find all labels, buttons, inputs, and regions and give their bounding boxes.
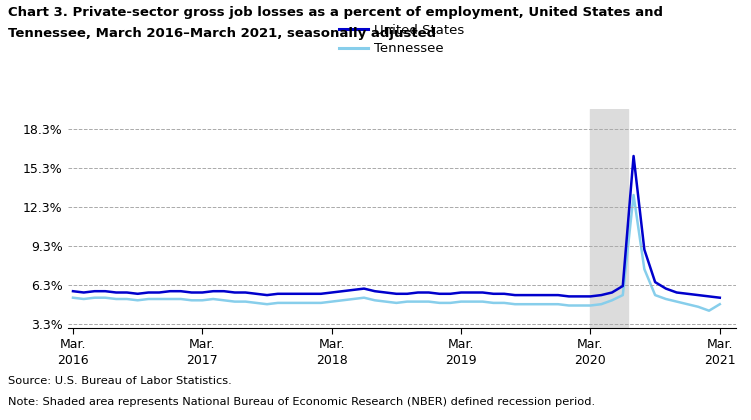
Legend: United States, Tennessee: United States, Tennessee (339, 24, 465, 55)
Bar (590, 109, 628, 328)
Text: Chart 3. Private-sector gross job losses as a percent of employment, United Stat: Chart 3. Private-sector gross job losses… (8, 6, 662, 19)
Text: Tennessee, March 2016–March 2021, seasonally adjusted: Tennessee, March 2016–March 2021, season… (8, 27, 436, 40)
Text: Source: U.S. Bureau of Labor Statistics.: Source: U.S. Bureau of Labor Statistics. (8, 376, 231, 386)
Text: Note: Shaded area represents National Bureau of Economic Research (NBER) defined: Note: Shaded area represents National Bu… (8, 397, 595, 407)
